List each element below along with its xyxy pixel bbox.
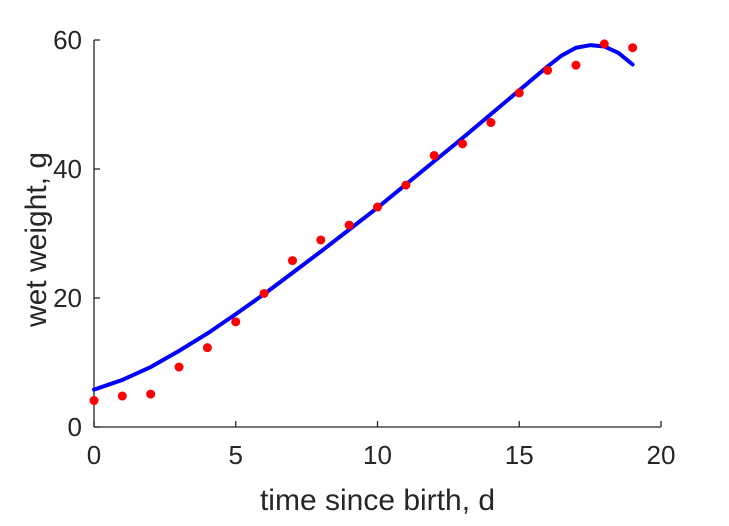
x-tick-label: 15: [505, 440, 534, 470]
ticks: 0 5 10 15 20 0 20 40 60: [53, 25, 675, 470]
data-point: [287, 256, 297, 266]
data-point: [543, 65, 553, 75]
data-point: [259, 288, 269, 298]
x-tick-label: 10: [363, 440, 392, 470]
x-tick-label: 0: [87, 440, 101, 470]
data-point: [146, 389, 156, 399]
y-tick-label: 60: [53, 25, 82, 55]
data-point: [373, 202, 382, 212]
y-tick-label: 0: [68, 412, 82, 442]
data-point: [514, 88, 524, 98]
data-point: [89, 396, 99, 406]
x-axis-label: time since birth, d: [260, 484, 495, 517]
data-point: [401, 180, 411, 190]
data-point: [174, 362, 184, 372]
data-point: [599, 39, 609, 49]
fit-line: [92, 43, 635, 392]
data-point: [571, 60, 581, 70]
data-point: [231, 317, 241, 327]
y-tick-label: 20: [53, 283, 82, 313]
y-axis-label: wet weight, g: [20, 152, 53, 328]
data-point: [429, 150, 439, 160]
x-tick-label: 5: [229, 440, 243, 470]
data-point: [486, 118, 496, 128]
data-point: [628, 43, 638, 53]
data-point: [316, 235, 326, 245]
data-point: [458, 139, 468, 149]
data-point: [344, 220, 354, 230]
series: [89, 39, 638, 406]
y-tick-label: 40: [53, 154, 82, 184]
data-point: [202, 343, 212, 353]
x-tick-label: 20: [647, 440, 676, 470]
data-point: [117, 391, 127, 401]
